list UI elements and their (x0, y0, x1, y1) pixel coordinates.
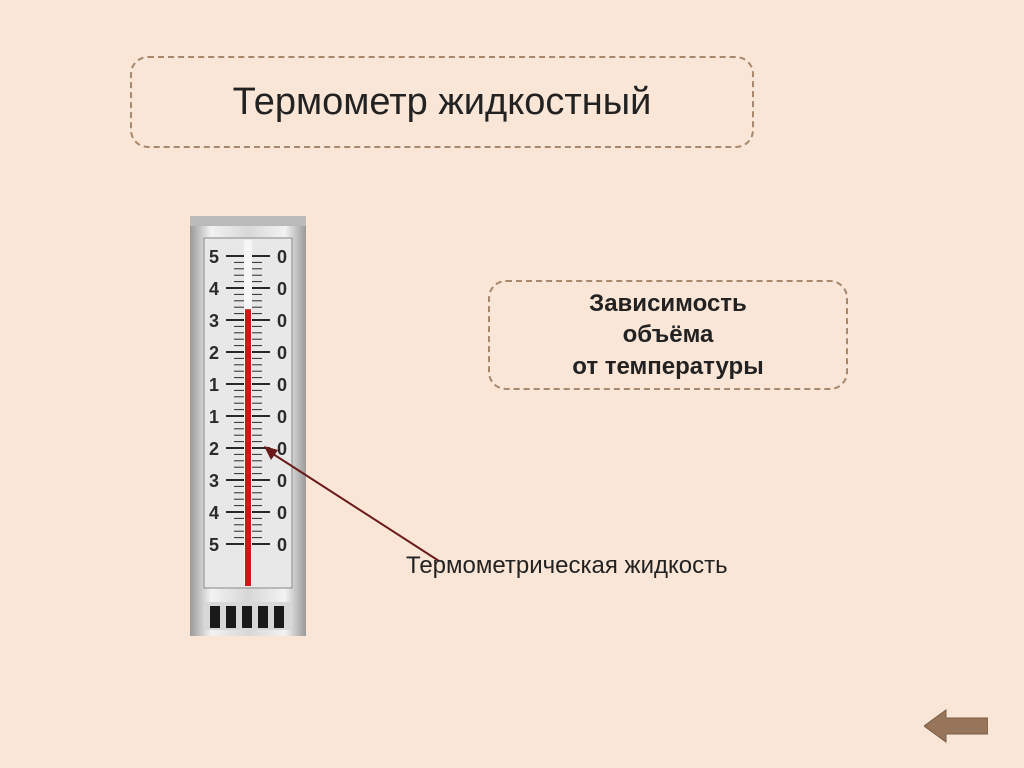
svg-text:4: 4 (209, 503, 219, 523)
thermometer-liquid (245, 309, 251, 586)
subtitle-line3: от температуры (572, 351, 763, 382)
svg-text:0: 0 (277, 279, 287, 299)
subtitle-line2: объёма (623, 319, 714, 350)
title-text: Термометр жидкостный (233, 81, 652, 124)
svg-text:3: 3 (209, 311, 219, 331)
svg-text:4: 4 (209, 279, 219, 299)
thermometer-cap (190, 216, 306, 226)
svg-text:0: 0 (277, 407, 287, 427)
svg-text:0: 0 (277, 247, 287, 267)
title-box: Термометр жидкостный (130, 56, 754, 148)
svg-text:1: 1 (209, 407, 219, 427)
thermometer: 5 0 4 0 3 0 2 0 1 0 1 0 2 0 3 0 4 0 5 0 (190, 216, 306, 636)
svg-text:5: 5 (209, 535, 219, 555)
svg-text:0: 0 (277, 375, 287, 395)
svg-text:0: 0 (277, 311, 287, 331)
subtitle-line1: Зависимость (589, 288, 747, 319)
slide: Термометр жидкостный Зависимость объёма … (0, 0, 1024, 768)
svg-text:0: 0 (277, 503, 287, 523)
thermometer-bottom-stripes (204, 602, 292, 630)
svg-text:0: 0 (277, 343, 287, 363)
svg-text:2: 2 (209, 439, 219, 459)
back-button[interactable] (924, 708, 988, 744)
svg-text:2: 2 (209, 343, 219, 363)
svg-text:1: 1 (209, 375, 219, 395)
back-arrow-icon (924, 708, 988, 744)
svg-text:5: 5 (209, 247, 219, 267)
svg-text:0: 0 (277, 471, 287, 491)
svg-text:3: 3 (209, 471, 219, 491)
caption-text: Термометрическая жидкость (406, 552, 728, 580)
subtitle-box: Зависимость объёма от температуры (488, 280, 848, 390)
svg-text:0: 0 (277, 439, 287, 459)
thermometer-svg: 5 0 4 0 3 0 2 0 1 0 1 0 2 0 3 0 4 0 5 0 (190, 216, 306, 636)
svg-text:0: 0 (277, 535, 287, 555)
